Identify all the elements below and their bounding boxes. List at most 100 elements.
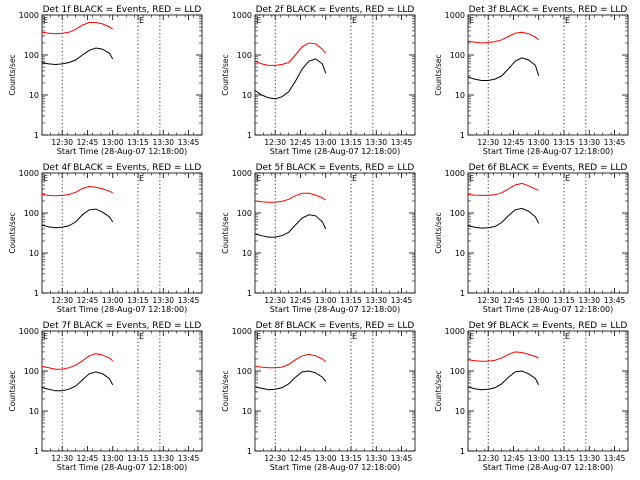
x-axis-label: Start Time (28-Aug-07 12:18:00) <box>270 147 401 156</box>
x-axis-label: Start Time (28-Aug-07 12:18:00) <box>270 305 401 314</box>
x-tick-label: 13:00 <box>528 138 550 147</box>
x-tick-label: 13:30 <box>152 296 174 305</box>
e-marker: E <box>469 332 474 341</box>
y-tick-label: 100 <box>237 367 252 376</box>
e-marker: E <box>256 332 261 341</box>
events-series-line <box>254 58 327 100</box>
x-tick-label: 13:15 <box>553 138 575 147</box>
x-tick-label: 12:45 <box>77 296 99 305</box>
x-tick-label: 13:45 <box>604 138 626 147</box>
y-axis-label: Counts/sec <box>8 54 17 95</box>
panel-det-8: Det 8f BLACK = Events, RED = LLD 1 10 100 10… <box>221 321 416 472</box>
lld-series-line <box>41 353 114 370</box>
y-axis-label: Counts/sec <box>434 370 443 411</box>
y-tick-label: 10 <box>455 407 465 416</box>
x-tick-label: 13:00 <box>528 454 550 463</box>
y-tick-label: 1 <box>460 131 465 140</box>
events-series-line <box>467 207 540 229</box>
x-tick-label: 13:00 <box>102 138 124 147</box>
x-tick-label: 13:30 <box>578 296 600 305</box>
y-tick-label: 1000 <box>445 327 465 336</box>
y-tick-label: 1000 <box>232 327 252 336</box>
x-tick-label: 13:30 <box>578 138 600 147</box>
e-marker: E <box>469 16 474 25</box>
events-series-line <box>467 370 540 391</box>
e-marker: E <box>352 174 357 183</box>
panel-det-5: Det 5f BLACK = Events, RED = LLD 1 10 100 10… <box>221 163 416 314</box>
x-tick-label: 12:45 <box>503 296 525 305</box>
x-tick-label: 13:15 <box>553 454 575 463</box>
panel-title: Det 6f BLACK = Events, RED = LLD <box>469 163 628 173</box>
y-tick-label: 10 <box>242 91 252 100</box>
x-tick-label: 13:30 <box>365 296 387 305</box>
y-tick-label: 10 <box>455 91 465 100</box>
x-tick-label: 13:45 <box>391 454 413 463</box>
plot-frame <box>41 14 203 136</box>
y-tick-label: 100 <box>24 367 39 376</box>
e-marker: E <box>352 16 357 25</box>
y-tick-label: 1 <box>247 131 252 140</box>
panel-title: Det 4f BLACK = Events, RED = LLD <box>43 163 202 173</box>
x-axis-label: Start Time (28-Aug-07 12:18:00) <box>57 305 188 314</box>
panel-title: Det 1f BLACK = Events, RED = LLD <box>43 5 202 15</box>
y-tick-label: 1000 <box>445 11 465 20</box>
panel-title: Det 8f BLACK = Events, RED = LLD <box>256 321 415 331</box>
x-tick-label: 13:15 <box>127 138 149 147</box>
y-tick-label: 1 <box>460 289 465 298</box>
x-tick-label: 13:00 <box>315 138 337 147</box>
y-tick-label: 1 <box>460 447 465 456</box>
x-tick-label: 12:30 <box>264 138 286 147</box>
y-tick-label: 1 <box>34 447 39 456</box>
lld-series-line <box>254 42 327 66</box>
x-tick-label: 13:15 <box>340 296 362 305</box>
events-series-line <box>41 371 114 392</box>
x-tick-label: 13:45 <box>178 296 200 305</box>
lld-series-line <box>254 353 327 369</box>
x-tick-label: 13:15 <box>127 454 149 463</box>
x-tick-label: 13:45 <box>604 454 626 463</box>
y-tick-label: 1000 <box>445 169 465 178</box>
e-marker: E <box>139 174 144 183</box>
panel-det-1: Det 1f BLACK = Events, RED = LLD 1 10 100 10… <box>8 5 203 156</box>
plot-frame <box>254 172 416 294</box>
e-marker: E <box>43 174 48 183</box>
plot-frame <box>254 330 416 452</box>
lld-series-line <box>467 351 539 362</box>
y-tick-label: 1000 <box>19 11 39 20</box>
y-tick-label: 100 <box>24 51 39 60</box>
lld-series-line <box>254 192 326 203</box>
x-tick-label: 13:00 <box>315 296 337 305</box>
e-marker: E <box>139 332 144 341</box>
y-tick-label: 100 <box>450 51 465 60</box>
x-tick-label: 13:45 <box>178 454 200 463</box>
y-tick-label: 1 <box>34 289 39 298</box>
plot-frame <box>41 172 203 294</box>
panel-det-7: Det 7f BLACK = Events, RED = LLD 1 10 100 10… <box>8 321 203 472</box>
e-marker: E <box>256 16 261 25</box>
x-tick-label: 13:00 <box>102 454 124 463</box>
x-tick-label: 12:30 <box>477 454 499 463</box>
panel-det-2: Det 2f BLACK = Events, RED = LLD 1 10 100 10… <box>221 5 416 156</box>
x-tick-label: 12:45 <box>290 296 312 305</box>
y-tick-label: 1 <box>34 131 39 140</box>
lld-series-line <box>467 182 539 196</box>
y-tick-label: 1000 <box>232 169 252 178</box>
x-tick-label: 13:30 <box>365 454 387 463</box>
y-tick-label: 10 <box>455 249 465 258</box>
x-tick-label: 12:30 <box>51 296 73 305</box>
x-axis-label: Start Time (28-Aug-07 12:18:00) <box>483 463 614 472</box>
plot-frame <box>467 330 629 452</box>
y-tick-label: 100 <box>450 209 465 218</box>
x-axis-label: Start Time (28-Aug-07 12:18:00) <box>483 305 614 314</box>
y-axis-label: Counts/sec <box>434 212 443 253</box>
e-marker: E <box>43 16 48 25</box>
y-axis-label: Counts/sec <box>8 212 17 253</box>
y-axis-label: Counts/sec <box>221 54 230 95</box>
events-series-line <box>254 214 327 238</box>
x-tick-label: 12:45 <box>290 454 312 463</box>
x-tick-label: 12:30 <box>477 296 499 305</box>
y-tick-label: 1000 <box>19 327 39 336</box>
x-tick-label: 12:45 <box>77 454 99 463</box>
y-tick-label: 10 <box>242 407 252 416</box>
